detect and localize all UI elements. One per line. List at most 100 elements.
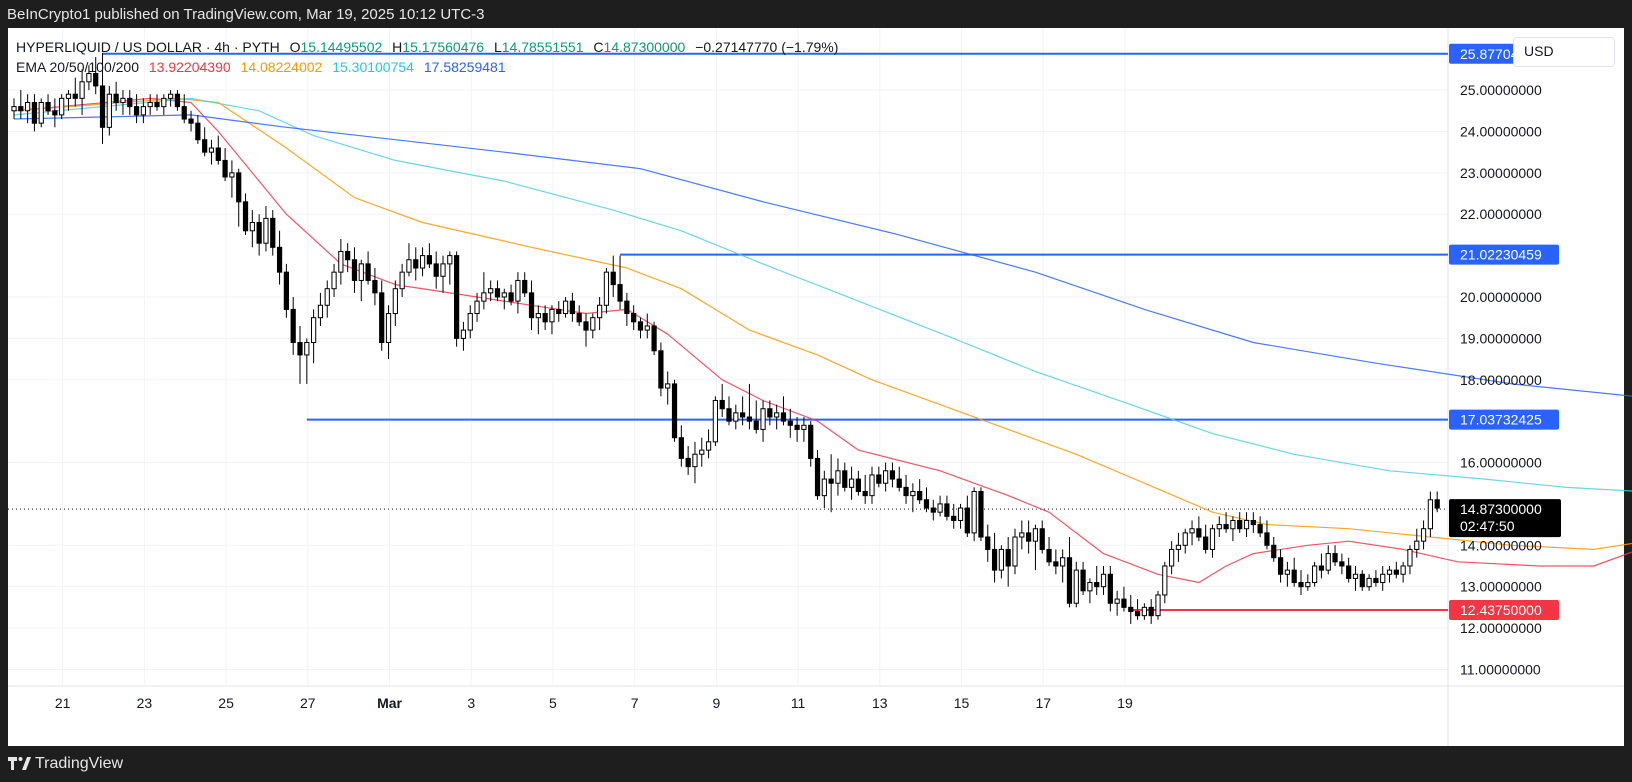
- candle-body-up: [1243, 519, 1250, 530]
- ohlc-high-value: 15.17560476: [402, 39, 485, 55]
- candle-body-down: [1148, 606, 1154, 617]
- candle-body-up: [460, 329, 467, 339]
- candle-body-down: [195, 122, 201, 141]
- candle: [740, 396, 746, 426]
- candle: [317, 292, 324, 326]
- ohlc-open: O15.14495502: [290, 39, 383, 55]
- candle-body-down: [1237, 519, 1243, 530]
- ema-line-ema-200: [13, 114, 1632, 397]
- candle: [1005, 537, 1011, 587]
- candle: [454, 251, 460, 347]
- candle-body-up: [358, 263, 364, 281]
- candle-body-down: [72, 93, 78, 99]
- candle: [392, 280, 398, 326]
- candle-body-up: [1284, 569, 1290, 575]
- candle: [1277, 549, 1284, 583]
- candle: [249, 210, 255, 248]
- time-tick-label: 21: [55, 695, 71, 711]
- price-tick-label: 16.00000000: [1460, 455, 1542, 471]
- candle: [1216, 516, 1222, 538]
- level-price-tag: 21.02230459: [1449, 244, 1559, 265]
- candle-body-down: [1393, 569, 1399, 575]
- candle: [508, 284, 514, 306]
- candle-body-up: [549, 308, 555, 323]
- candle: [1298, 570, 1304, 595]
- price-tick-label: 22.00000000: [1460, 206, 1542, 222]
- chart-area[interactable]: [8, 28, 1624, 746]
- ohlc-low-label: L: [493, 39, 502, 55]
- candle: [1189, 520, 1195, 546]
- candle: [1427, 491, 1433, 538]
- candle: [869, 466, 875, 504]
- currency-selector[interactable]: USD: [1513, 37, 1615, 67]
- candle: [617, 255, 623, 310]
- candle-body-up: [597, 304, 603, 319]
- candle-body-down: [222, 159, 228, 178]
- candle: [610, 255, 616, 297]
- candle-body-down: [569, 300, 575, 315]
- candle: [971, 487, 977, 542]
- candle: [603, 268, 610, 314]
- price-tick-label: 20.00000000: [1460, 289, 1542, 305]
- candle: [447, 251, 453, 285]
- candle: [263, 205, 269, 252]
- level-tag-bg: [1449, 244, 1559, 265]
- candle: [406, 243, 412, 277]
- candle-body-down: [1373, 577, 1379, 584]
- legend-symbol-row: HYPERLIQUID / US DOLLAR · 4h · PYTH O15.…: [16, 39, 844, 59]
- countdown-text: 02:47:50: [1460, 518, 1515, 534]
- candle: [978, 487, 984, 542]
- candle: [1393, 561, 1399, 579]
- price-tick-label: 23.00000000: [1460, 165, 1542, 181]
- candle: [1046, 537, 1052, 566]
- candle-body-down: [1094, 582, 1100, 588]
- candle: [1291, 557, 1297, 587]
- candle-body-down: [154, 101, 160, 108]
- candle: [283, 263, 289, 318]
- candle-body-down: [174, 93, 181, 108]
- candle: [1134, 599, 1141, 620]
- candle-body-down: [985, 536, 991, 550]
- candle-body-up: [474, 300, 480, 315]
- candle-body-down: [202, 139, 208, 153]
- candle: [208, 139, 215, 165]
- candle-body-up: [1230, 519, 1236, 530]
- candle: [1346, 557, 1352, 583]
- candle: [154, 94, 160, 111]
- publish-bar: BeInCrypto1 published on TradingView.com…: [0, 0, 1632, 28]
- candle: [113, 81, 119, 111]
- candle: [624, 292, 630, 326]
- candle-body-down: [746, 416, 753, 422]
- price-tick-label: 14.00000000: [1460, 537, 1542, 553]
- price-tick-label: 12.00000000: [1460, 620, 1542, 636]
- candle: [1264, 520, 1270, 550]
- candle: [644, 313, 650, 339]
- candle-body-down: [624, 300, 630, 315]
- candle-body-up: [1032, 528, 1039, 542]
- legend-ema-row: EMA 20/50/100/200 13.92204390 14.0822400…: [16, 59, 844, 79]
- candle-body-up: [467, 313, 473, 331]
- candle-body-down: [283, 271, 289, 310]
- candle-body-down: [413, 259, 419, 269]
- candle: [86, 65, 92, 91]
- candle: [1420, 520, 1427, 550]
- candle-body-up: [774, 412, 780, 418]
- candle-body-down: [127, 97, 133, 108]
- candle: [1026, 520, 1032, 554]
- candle: [1053, 549, 1059, 575]
- candle-body-up: [1312, 565, 1318, 584]
- candle-body-down: [345, 250, 351, 261]
- candle: [808, 421, 814, 467]
- candle: [787, 408, 793, 438]
- candle: [270, 210, 276, 256]
- price-tick-label: 25.00000000: [1460, 82, 1542, 98]
- candle-body-down: [1359, 573, 1365, 588]
- candle-body-down: [617, 284, 623, 302]
- candle-body-down: [923, 499, 930, 509]
- candle: [65, 90, 72, 111]
- candle: [699, 437, 705, 467]
- ohlc-close-value: 14.87300000: [603, 39, 686, 55]
- candle: [161, 94, 167, 115]
- candle: [1400, 561, 1406, 583]
